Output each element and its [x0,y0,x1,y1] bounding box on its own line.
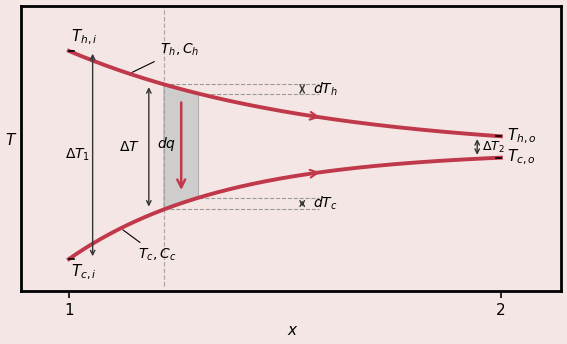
Text: $dT_h$: $dT_h$ [313,80,338,98]
Text: $\Delta T$: $\Delta T$ [119,140,139,154]
Text: $dq$: $dq$ [158,135,176,153]
Text: $T_{c,o}$: $T_{c,o}$ [507,148,536,167]
Text: $T_{h,o}$: $T_{h,o}$ [507,127,537,146]
Polygon shape [164,84,198,209]
Text: $\Delta T_2$: $\Delta T_2$ [481,139,504,154]
Text: $T_{h,i}$: $T_{h,i}$ [71,28,98,47]
Text: $T_c, C_c$: $T_c, C_c$ [123,230,176,263]
X-axis label: x: x [287,323,296,338]
Text: $\Delta T_1$: $\Delta T_1$ [65,147,90,163]
Y-axis label: T: T [6,133,15,148]
Text: $T_{c,i}$: $T_{c,i}$ [71,263,96,282]
Text: $T_h, C_h$: $T_h, C_h$ [132,41,199,73]
Text: $dT_c$: $dT_c$ [313,195,337,212]
